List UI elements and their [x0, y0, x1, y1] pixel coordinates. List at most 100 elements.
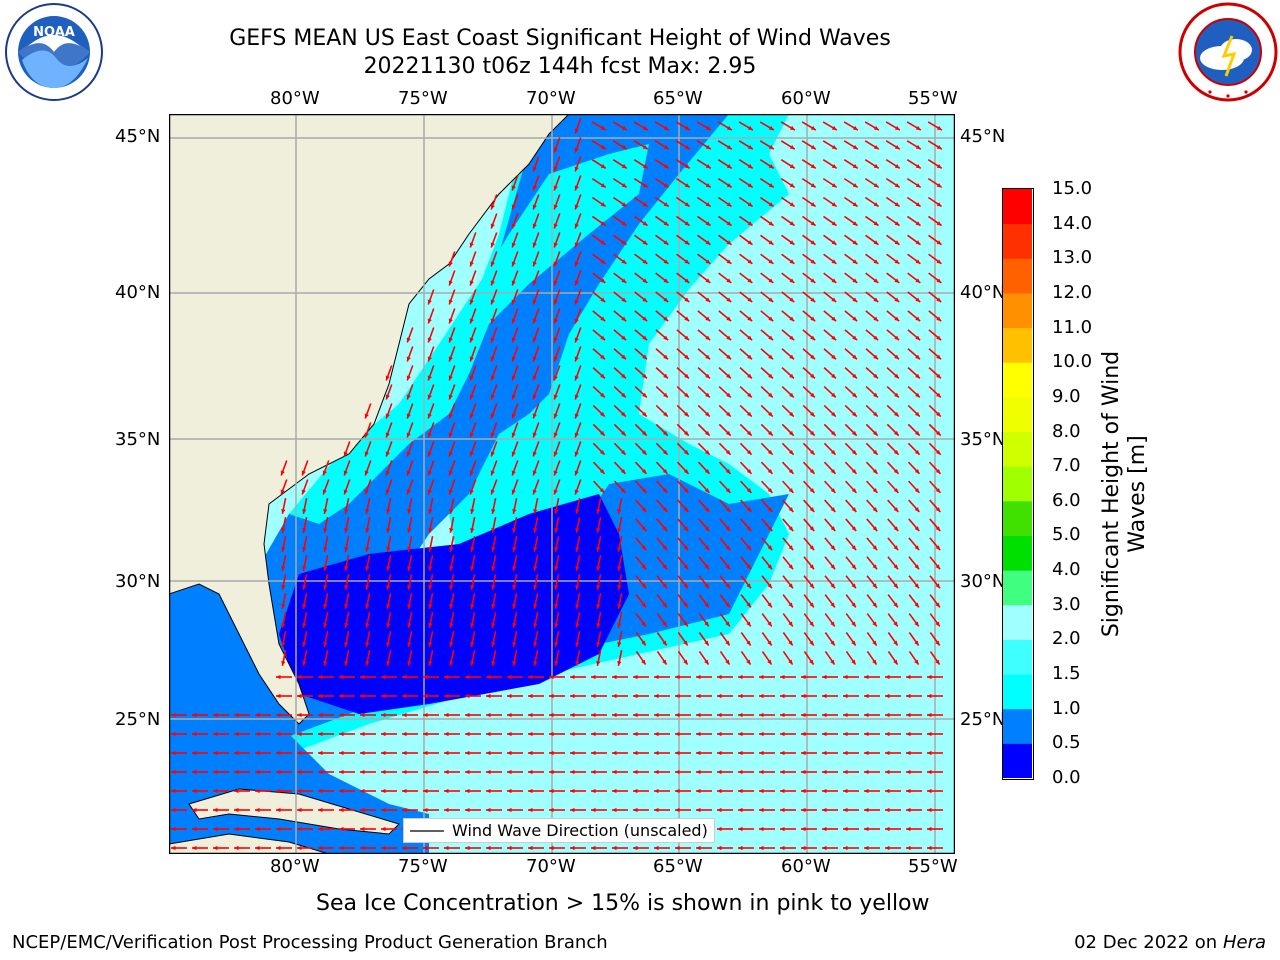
- wind-wave-arrow: [929, 613, 941, 627]
- wind-wave-arrow: [554, 498, 560, 514]
- wind-wave-arrow: [171, 807, 187, 813]
- wind-wave-arrow: [843, 788, 859, 794]
- wind-wave-arrow: [318, 788, 334, 794]
- wind-wave-arrow: [761, 518, 773, 532]
- wind-wave-arrow: [427, 365, 435, 381]
- wind-wave-arrow: [885, 215, 901, 227]
- wind-wave-arrow: [780, 177, 796, 189]
- wind-wave-arrow: [887, 613, 899, 627]
- wind-wave-arrow: [528, 693, 544, 699]
- wind-wave-arrow: [407, 631, 413, 647]
- wind-wave-arrow: [281, 593, 287, 609]
- wind-wave-arrow: [760, 461, 774, 475]
- wind-wave-arrow: [192, 807, 208, 813]
- wind-wave-arrow: [402, 674, 418, 680]
- wind-wave-arrow: [697, 404, 711, 418]
- wind-wave-arrow: [759, 750, 775, 756]
- wind-wave-arrow: [887, 499, 899, 513]
- wind-wave-arrow: [596, 517, 602, 533]
- wind-wave-arrow: [448, 460, 456, 476]
- wind-wave-arrow: [428, 555, 434, 571]
- wind-wave-arrow: [886, 423, 900, 437]
- wind-wave-arrow: [780, 196, 796, 208]
- wind-wave-arrow: [635, 499, 647, 513]
- wind-wave-arrow: [613, 329, 627, 341]
- wind-wave-arrow: [381, 693, 397, 699]
- wave-field-nearshore: [289, 144, 649, 524]
- wind-wave-arrow: [381, 807, 397, 813]
- wind-wave-arrow: [740, 499, 752, 513]
- wind-wave-arrow: [213, 731, 229, 737]
- wind-wave-arrow: [864, 807, 880, 813]
- wind-wave-arrow: [491, 555, 497, 571]
- wind-wave-arrow: [512, 612, 518, 628]
- wind-wave-arrow: [406, 346, 414, 362]
- wind-wave-arrow: [843, 140, 859, 150]
- wind-wave-arrow: [171, 750, 187, 756]
- wind-wave-arrow: [907, 329, 921, 341]
- wind-wave-arrow: [613, 367, 627, 379]
- wind-wave-arrow: [386, 574, 392, 590]
- wind-wave-arrow: [554, 612, 560, 628]
- wind-wave-arrow: [490, 308, 498, 324]
- wind-wave-arrow: [675, 712, 691, 718]
- wind-wave-arrow: [739, 385, 753, 399]
- wind-wave-arrow: [845, 575, 857, 589]
- wind-wave-arrow: [507, 769, 523, 775]
- wind-wave-arrow: [887, 594, 899, 608]
- svg-text:NOAA: NOAA: [33, 25, 75, 40]
- wind-wave-arrow: [617, 498, 623, 514]
- wind-wave-arrow: [613, 404, 627, 418]
- wind-wave-arrow: [655, 234, 669, 246]
- wind-wave-arrow: [423, 769, 439, 775]
- wind-wave-arrow: [865, 480, 879, 494]
- wind-wave-arrow: [592, 253, 606, 265]
- wind-wave-arrow: [633, 159, 649, 169]
- colorbar-tick-label: 0.5: [1052, 732, 1081, 754]
- wind-wave-arrow: [696, 693, 712, 699]
- wind-wave-arrow: [906, 750, 922, 756]
- wind-wave-arrow: [906, 807, 922, 813]
- wind-wave-arrow: [360, 845, 376, 851]
- wind-wave-arrow: [908, 499, 920, 513]
- wind-wave-arrow: [698, 632, 710, 646]
- wind-wave-arrow: [845, 537, 857, 551]
- wind-wave-arrow: [281, 555, 287, 571]
- wind-wave-arrow: [365, 650, 371, 666]
- wind-wave-arrow: [596, 650, 602, 666]
- wind-wave-arrow: [823, 385, 837, 399]
- wind-wave-arrow: [465, 750, 481, 756]
- wind-wave-arrow: [276, 693, 292, 699]
- wind-wave-arrow: [613, 348, 627, 360]
- wind-wave-arrow: [885, 731, 901, 737]
- wind-wave-arrow: [533, 650, 539, 666]
- wind-wave-arrow: [427, 403, 435, 419]
- wind-wave-arrow: [865, 348, 879, 360]
- wind-wave-arrow: [822, 693, 838, 699]
- wind-wave-arrow: [717, 769, 733, 775]
- wind-wave-arrow: [780, 826, 796, 832]
- wind-wave-arrow: [822, 196, 838, 208]
- wind-wave-arrow: [444, 731, 460, 737]
- wind-wave-arrow: [719, 632, 731, 646]
- wind-wave-arrow: [677, 632, 689, 646]
- wind-wave-arrow: [908, 575, 920, 589]
- colorbar-segment: [1003, 362, 1032, 398]
- wind-wave-arrow: [929, 556, 941, 570]
- wind-wave-arrow: [486, 693, 502, 699]
- wind-wave-arrow: [470, 574, 476, 590]
- wind-wave-arrow: [171, 731, 187, 737]
- wind-wave-arrow: [803, 594, 815, 608]
- wind-wave-arrow: [865, 329, 879, 341]
- wind-wave-arrow: [570, 693, 586, 699]
- wind-wave-arrow: [865, 272, 879, 284]
- wind-wave-arrow: [676, 385, 690, 399]
- wind-wave-arrow: [656, 632, 668, 646]
- wind-wave-arrow: [929, 575, 941, 589]
- wind-wave-arrow: [344, 498, 350, 514]
- wind-wave-arrow: [490, 403, 498, 419]
- wind-wave-arrow: [613, 423, 627, 437]
- wind-wave-arrow: [633, 196, 649, 208]
- wind-wave-arrow: [907, 385, 921, 399]
- wind-wave-arrow: [927, 750, 943, 756]
